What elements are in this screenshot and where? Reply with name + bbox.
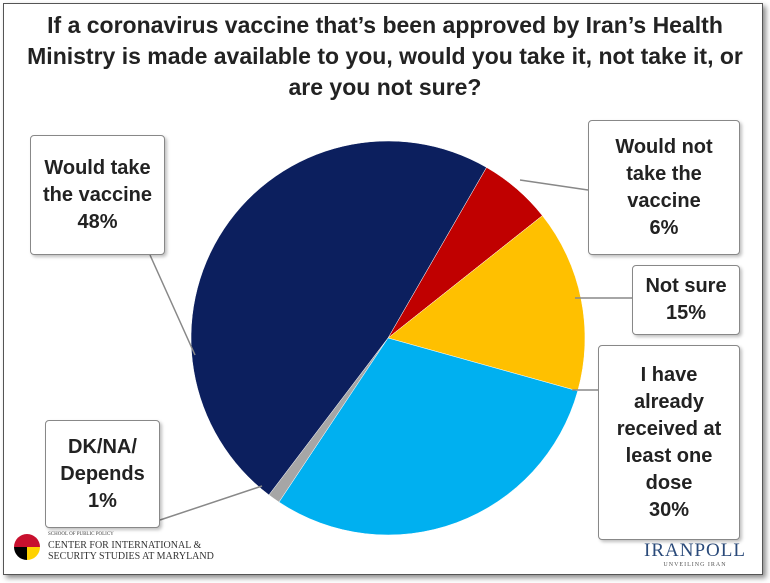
value-label: 48% <box>77 210 118 233</box>
callout-pointer <box>149 254 196 356</box>
chart-title: If a coronavirus vaccine that’s been app… <box>27 12 743 100</box>
value-label: 6% <box>649 216 679 239</box>
callout: DK/NA/ Depends 1% <box>45 420 160 528</box>
value-label: 1% <box>88 489 117 512</box>
seal <box>14 534 40 560</box>
slice-label: Not sure <box>645 275 727 297</box>
callout: Not sure 15% <box>632 265 740 335</box>
center-text: CENTER FOR INTERNATIONAL & SECURITY STUD… <box>48 540 214 562</box>
umd-logo: SCHOOL OF PUBLIC POLICY CENTER FOR INTER… <box>14 532 254 564</box>
callout-pointer <box>519 179 589 191</box>
school-text: SCHOOL OF PUBLIC POLICY <box>48 532 114 537</box>
slice-label: Would not take the vaccine <box>615 135 713 212</box>
callout: I have already received at least one dos… <box>598 345 740 540</box>
value-label: 30% <box>648 498 690 521</box>
slice-label: DK/NA/ Depends <box>60 435 145 485</box>
iranpoll-logo: IRANPOLL UNVEILING IRAN <box>640 540 750 568</box>
callout: Would take the vaccine 48% <box>30 135 165 255</box>
pie-slice <box>387 215 586 392</box>
callout: Would not take the vaccine 6% <box>588 120 740 255</box>
callout-pointer <box>159 485 263 521</box>
pie-slice <box>190 140 487 496</box>
slice-label: Would take the vaccine <box>43 156 152 206</box>
value-label: 15% <box>665 302 707 324</box>
tagline-text: UNVEILING IRAN <box>663 562 727 568</box>
pie-slice <box>278 337 579 536</box>
brand-text: IRANPOLL <box>644 540 746 561</box>
slice-label: I have already received at least one dos… <box>616 363 722 494</box>
